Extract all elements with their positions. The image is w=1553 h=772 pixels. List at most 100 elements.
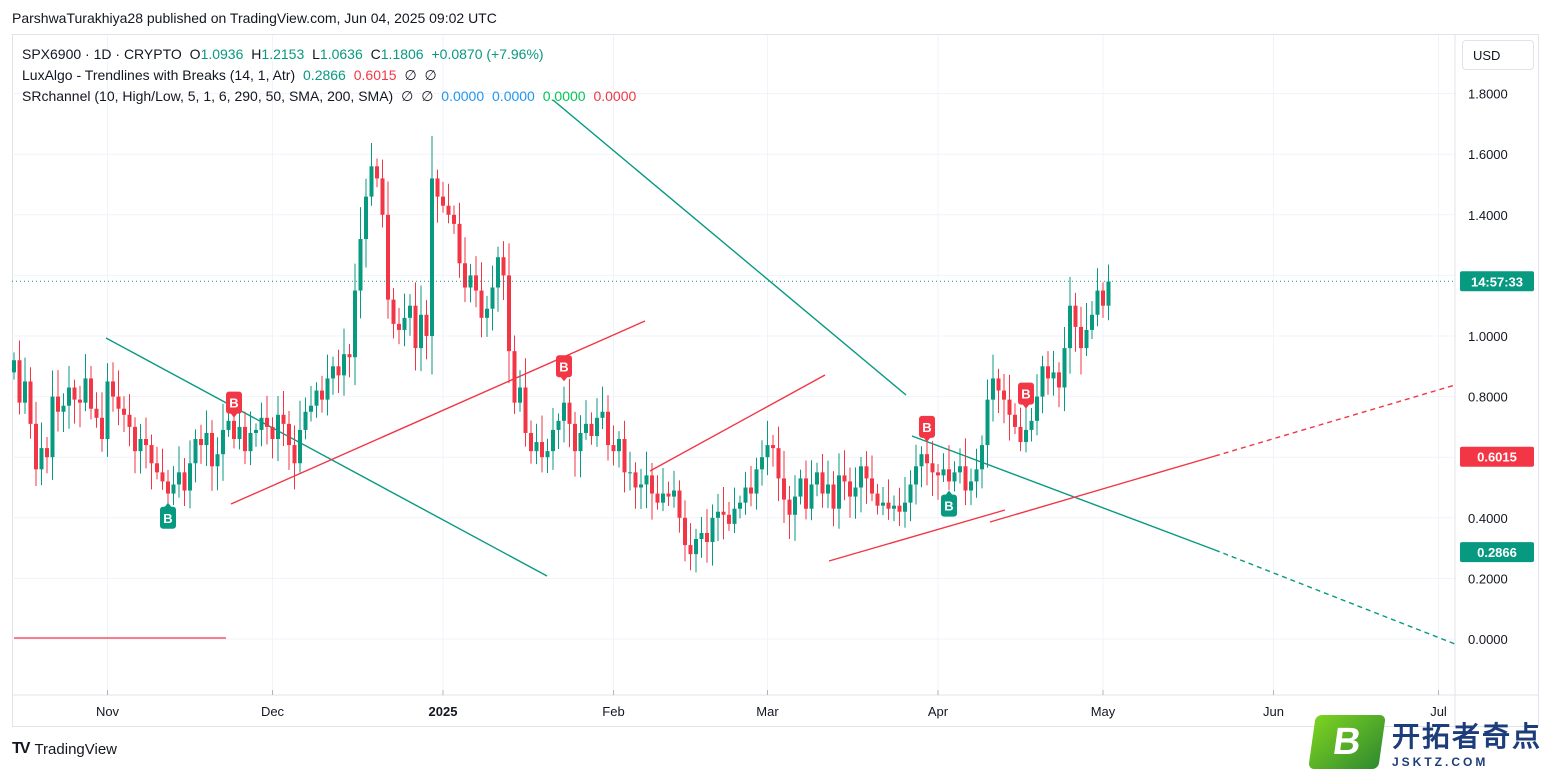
candle — [386, 181, 390, 319]
candle-body — [1101, 290, 1105, 306]
price-tag-label: 0.2866 — [1477, 545, 1517, 560]
candle — [116, 370, 121, 426]
candle — [556, 413, 561, 450]
candle-body — [133, 426, 137, 452]
candle — [50, 370, 55, 480]
candle — [765, 420, 770, 476]
candle — [611, 425, 616, 466]
candle — [677, 480, 682, 533]
candle-body — [842, 475, 847, 482]
candle — [914, 444, 918, 505]
candle-body — [556, 420, 561, 430]
candle-body — [958, 466, 962, 473]
candle-body — [193, 439, 198, 464]
candle — [303, 397, 308, 440]
signal-badge-label: B — [163, 511, 172, 526]
candle — [419, 285, 423, 372]
indicator-srchannel-name: SRchannel (10, High/Low, 5, 1, 6, 290, 5… — [22, 88, 394, 104]
time-axis-label: Jun — [1263, 704, 1284, 719]
indicator-luxalgo-row[interactable]: LuxAlgo - Trendlines with Breaks (14, 1,… — [22, 65, 640, 86]
signal-badge: B — [226, 391, 242, 418]
candle-body — [1057, 372, 1061, 388]
candle — [89, 365, 93, 420]
candle-body — [892, 505, 896, 509]
candle-body — [683, 517, 687, 546]
candle-body — [650, 475, 654, 494]
candle-body — [633, 472, 638, 488]
candle — [644, 451, 649, 509]
watermark-text: 开拓者奇点 — [1392, 721, 1543, 752]
candle-body — [694, 539, 698, 555]
candle — [562, 386, 566, 443]
candle-body — [138, 439, 143, 452]
candle-body — [1051, 372, 1056, 379]
candle — [787, 485, 792, 540]
change-value: +0.0870 (+7.96%) — [431, 46, 544, 62]
candle — [78, 385, 82, 428]
candle-body — [56, 396, 60, 412]
price-axis-label: 1.8000 — [1468, 87, 1508, 102]
candle — [969, 468, 973, 506]
candle — [540, 415, 544, 473]
candle — [248, 411, 253, 466]
candle — [446, 183, 451, 224]
candle-body — [490, 287, 495, 309]
candle — [177, 446, 181, 498]
candle-body — [606, 411, 610, 446]
candle-body — [661, 493, 665, 503]
candle — [61, 393, 66, 433]
candle — [908, 470, 913, 522]
candle-body — [127, 414, 132, 427]
price-tag-label: 0.6015 — [1477, 450, 1517, 465]
signal-badge-label: B — [1021, 387, 1030, 402]
candle-body — [859, 466, 863, 488]
time-axis-label: Jul — [1430, 704, 1447, 719]
signal-badge: B — [1018, 382, 1034, 409]
candle — [402, 293, 407, 347]
signal-badges: B B B B B B — [160, 355, 1034, 529]
candle-body — [259, 417, 264, 430]
indicator-luxalgo-name: LuxAlgo - Trendlines with Breaks (14, 1,… — [22, 67, 296, 83]
candle — [760, 440, 764, 486]
candle — [100, 392, 104, 452]
candle — [512, 335, 517, 414]
candle — [122, 396, 126, 433]
candle — [886, 479, 891, 520]
candle — [534, 423, 539, 465]
candle-body — [710, 517, 715, 543]
candle-body — [83, 378, 88, 403]
candle — [325, 354, 330, 416]
candle-body — [991, 378, 995, 400]
candle-body — [1062, 348, 1067, 388]
candle-body — [160, 472, 165, 482]
candle — [347, 344, 352, 378]
candle-body — [815, 472, 819, 485]
candle — [655, 475, 660, 510]
candle — [529, 420, 533, 464]
candle-body — [496, 257, 500, 288]
candle-body — [254, 429, 258, 433]
currency-selector[interactable]: USD — [1462, 40, 1534, 70]
candle — [1057, 362, 1061, 408]
candle-body — [903, 502, 907, 512]
candle-body — [820, 472, 825, 494]
tradingview-logo[interactable]: TV TradingView — [12, 740, 117, 758]
candle-body — [1040, 366, 1045, 397]
candle-body — [749, 487, 753, 494]
indicator-srchannel-row[interactable]: SRchannel (10, High/Low, 5, 1, 6, 290, 5… — [22, 86, 640, 107]
candle — [919, 446, 924, 488]
high-label: H — [251, 46, 262, 62]
time-axis-label: 2025 — [429, 704, 458, 719]
price-tag: 0.6015 — [1460, 446, 1534, 467]
indicator-luxalgo-na-2: ∅ — [424, 67, 437, 83]
candle — [551, 407, 555, 470]
candle — [727, 501, 731, 531]
trendline — [552, 99, 907, 396]
candle — [820, 454, 825, 508]
candle-body — [78, 399, 82, 403]
candle-body — [754, 469, 759, 494]
candle — [485, 295, 489, 337]
symbol-row[interactable]: SPX6900 · 1D · CRYPTO O1.0936 H1.2153 L1… — [22, 44, 640, 65]
candle-body — [144, 439, 148, 446]
